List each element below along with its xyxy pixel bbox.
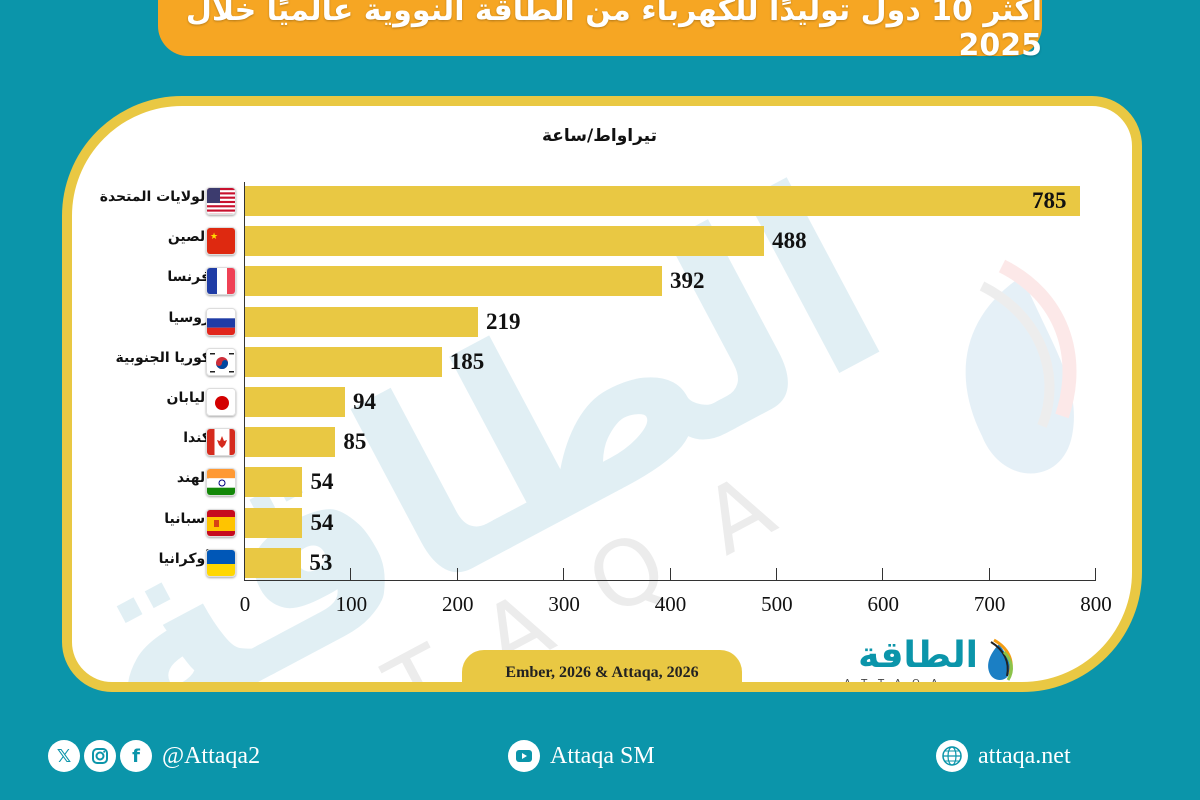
bar	[245, 306, 478, 337]
country-label: فرنسا	[167, 269, 210, 286]
bar	[245, 547, 302, 578]
bar-row: فرنسا 392	[72, 266, 1132, 297]
bar	[245, 226, 765, 257]
jp-flag-icon	[206, 388, 236, 416]
x-icon[interactable]: 𝕏	[48, 740, 80, 772]
x-tick-label: 200	[442, 592, 474, 616]
x-tick-label: 800	[1080, 592, 1112, 616]
svg-text:★: ★	[210, 231, 218, 241]
x-tick	[669, 568, 671, 580]
logo-arabic-text: الطاقة	[858, 635, 978, 676]
in-flag-icon	[206, 468, 236, 497]
country-label: كوريا الجنوبية	[115, 349, 210, 366]
social-handle[interactable]: @Attaqa2	[162, 742, 261, 769]
x-axis	[244, 580, 1096, 581]
source-label: Ember, 2026 & Attaqa, 2026	[462, 650, 742, 682]
es-flag-icon	[206, 508, 236, 537]
facebook-icon[interactable]: f	[120, 740, 152, 772]
website-url[interactable]: attaqa.net	[978, 742, 1071, 769]
bar	[245, 186, 1081, 216]
bar-row: الهند 54	[72, 467, 1132, 498]
country-label: الولايات المتحدة	[99, 189, 210, 205]
bar-row: إسبانيا 54	[72, 507, 1132, 538]
country-label: اليابان	[166, 390, 211, 406]
bar-chart: 0 100 200 300 400 500 600 700 800 الولايات المتح…	[72, 106, 1132, 682]
unit-label: تيراواط/ساعة	[542, 126, 658, 146]
bar-row: روسيا 219	[72, 306, 1132, 337]
attaqa-logo: الطاقة ATTAQA	[832, 634, 1022, 689]
country-label: إسبانيا	[164, 510, 210, 527]
ru-flag-icon	[206, 307, 236, 336]
x-tick-label: 300	[548, 592, 580, 616]
bar-row: الولايات المتحدة 785	[72, 186, 1132, 216]
bar-row: أوكرانيا 53	[72, 547, 1132, 578]
x-tick-label: 500	[761, 592, 793, 616]
x-tick-label: 100	[335, 592, 368, 616]
bar-row: كوريا الجنوبية 185	[72, 346, 1132, 377]
x-tick-label: 700	[973, 592, 1006, 616]
website-link[interactable]: attaqa.net	[936, 740, 1071, 772]
chart-panel: الطاقة ATTAQA تيراواط/ساعة 0 100 200 300 400…	[62, 96, 1142, 692]
country-label: روسيا	[168, 309, 210, 326]
watermark-drop-icon	[965, 259, 1077, 474]
value-label: 785	[1032, 188, 1067, 213]
country-label: الهند	[176, 470, 210, 487]
x-tick-label: 400	[654, 592, 687, 616]
instagram-icon[interactable]	[84, 740, 116, 772]
value-label: 85	[343, 429, 367, 455]
ca-flag-icon	[206, 428, 236, 457]
bar	[245, 467, 303, 498]
x-tick	[882, 568, 884, 580]
bar	[245, 266, 662, 297]
fr-flag-icon	[206, 267, 236, 296]
value-label: 392	[669, 268, 705, 294]
youtube-icon[interactable]	[508, 740, 540, 772]
cn-flag-icon: ★	[206, 227, 236, 256]
x-tick	[1095, 568, 1096, 580]
bar	[245, 427, 336, 458]
x-tick	[456, 568, 458, 580]
value-label: 54	[310, 509, 334, 535]
country-label: أوكرانيا	[158, 550, 210, 567]
value-label: 53	[309, 549, 333, 575]
logo-latin-text: ATTAQA	[844, 678, 949, 689]
x-tick	[350, 568, 352, 580]
country-label: كندا	[183, 430, 210, 447]
us-flag-icon	[206, 187, 236, 215]
y-axis	[244, 182, 245, 580]
country-label: الصين	[167, 229, 210, 246]
logo-drop-icon	[988, 638, 1013, 681]
globe-icon[interactable]	[936, 740, 968, 772]
value-label: 54	[310, 469, 334, 495]
bar-row: اليابان 94	[72, 387, 1132, 417]
social-links: 𝕏 f @Attaqa2	[48, 740, 260, 772]
x-tick-label: 0	[239, 592, 251, 616]
youtube-channel[interactable]: Attaqa SM	[550, 742, 655, 769]
chart-title: أكثر 10 دول توليدًا للكهرباء من الطاقة ا…	[158, 0, 1042, 63]
value-label: 94	[352, 389, 376, 414]
x-tick	[563, 568, 565, 580]
x-tick	[775, 568, 777, 580]
value-label: 185	[449, 348, 485, 374]
ua-flag-icon	[206, 548, 236, 577]
bar	[245, 346, 442, 377]
x-tick-label: 600	[867, 592, 900, 616]
bar-row: الصين ★ 488	[72, 226, 1132, 257]
youtube-link[interactable]: Attaqa SM	[508, 740, 655, 772]
bar-row: كندا 85	[72, 427, 1132, 458]
x-tick	[988, 568, 990, 580]
bar	[245, 507, 303, 538]
value-label: 488	[772, 228, 807, 254]
footer: 𝕏 f @Attaqa2 Attaqa SM attaqa.net	[0, 720, 1200, 790]
kr-flag-icon	[206, 347, 236, 376]
bar	[245, 387, 345, 417]
value-label: 219	[485, 308, 521, 334]
